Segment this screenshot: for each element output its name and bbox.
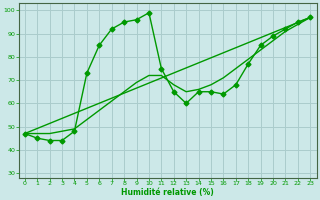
X-axis label: Humidité relative (%): Humidité relative (%): [121, 188, 214, 197]
